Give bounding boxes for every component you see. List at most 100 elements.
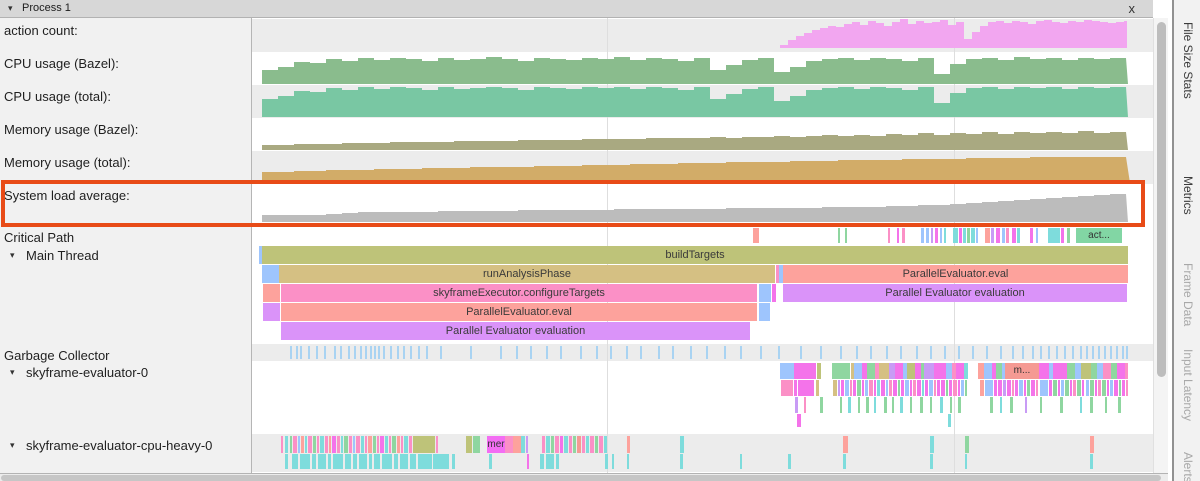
sky0-event[interactable]	[857, 380, 861, 396]
sky0-event[interactable]	[1040, 380, 1048, 396]
sky0-event[interactable]	[958, 380, 960, 396]
skyheavy-event[interactable]	[397, 436, 400, 453]
sky0-event[interactable]	[1036, 380, 1038, 396]
trace-span[interactable]	[263, 303, 280, 321]
gc-tick[interactable]	[378, 346, 380, 359]
skyheavy-event[interactable]	[489, 454, 492, 469]
sidebar-tab-input-latency[interactable]: Input Latency	[1181, 349, 1195, 422]
gc-tick[interactable]	[1022, 346, 1024, 359]
gc-tick[interactable]	[886, 346, 888, 359]
critical-path-event[interactable]	[963, 228, 966, 243]
sky0-event[interactable]	[920, 397, 923, 413]
sky0-event[interactable]	[1102, 380, 1106, 396]
skyheavy-event[interactable]	[353, 454, 357, 469]
gc-tick[interactable]	[1064, 346, 1066, 359]
sky0-event[interactable]	[781, 380, 793, 396]
sky0-event[interactable]	[1000, 397, 1002, 413]
gc-tick[interactable]	[1000, 346, 1002, 359]
sky0-event[interactable]	[893, 380, 897, 396]
sky0-event[interactable]	[1081, 363, 1091, 379]
track-label-skyframe-evaluator-0[interactable]: ▾ skyframe-evaluator-0	[0, 361, 251, 434]
skyheavy-event[interactable]	[285, 454, 288, 469]
sky0-event[interactable]	[820, 397, 823, 413]
skyheavy-event[interactable]	[413, 436, 435, 453]
sky0-event[interactable]	[892, 397, 894, 413]
sky0-event[interactable]	[1031, 380, 1035, 396]
trace-span-buildtargets[interactable]: buildTargets	[262, 246, 1128, 264]
sky0-event[interactable]	[833, 380, 837, 396]
trace-span[interactable]	[263, 284, 280, 302]
sky0-event[interactable]	[1065, 380, 1069, 396]
gc-tick[interactable]	[403, 346, 405, 359]
sky0-event[interactable]	[940, 397, 943, 413]
skyheavy-event[interactable]	[300, 454, 310, 469]
sky0-event[interactable]	[840, 397, 842, 413]
critical-path-event[interactable]	[1036, 228, 1038, 243]
gc-tick[interactable]	[370, 346, 372, 359]
gc-tick[interactable]	[724, 346, 726, 359]
skyheavy-event[interactable]	[843, 454, 846, 469]
skyheavy-event[interactable]	[400, 454, 408, 469]
sky0-event[interactable]	[946, 363, 952, 379]
skyheavy-event[interactable]	[320, 436, 324, 453]
skyheavy-event[interactable]	[337, 436, 340, 453]
critical-path-event[interactable]	[967, 228, 970, 243]
gc-tick[interactable]	[1122, 346, 1124, 359]
sky0-event[interactable]	[958, 397, 961, 413]
trace-span[interactable]	[262, 265, 279, 283]
skyheavy-event[interactable]	[332, 436, 336, 453]
counter-chart-action_count[interactable]	[252, 19, 1153, 52]
sky0-event[interactable]	[1012, 380, 1014, 396]
skyheavy-event[interactable]	[373, 436, 376, 453]
critical-path-event[interactable]	[902, 228, 905, 243]
skyheavy-event[interactable]	[281, 436, 283, 453]
sky0-event[interactable]	[1015, 380, 1018, 396]
skyheavy-event[interactable]	[582, 436, 585, 453]
skyheavy-event[interactable]	[292, 454, 298, 469]
skyheavy-event[interactable]	[627, 454, 629, 469]
skyheavy-event[interactable]	[930, 436, 934, 453]
gc-tick[interactable]	[470, 346, 472, 359]
gc-tick[interactable]	[374, 346, 376, 359]
sky0-event[interactable]	[992, 363, 996, 379]
sky0-event[interactable]	[1053, 363, 1067, 379]
skyheavy-event[interactable]	[392, 436, 396, 453]
sky0-event[interactable]	[1090, 380, 1094, 396]
sky0-event[interactable]	[869, 380, 873, 396]
skyheavy-event[interactable]	[546, 436, 550, 453]
expander-icon[interactable]: ▾	[10, 367, 15, 377]
gc-tick[interactable]	[740, 346, 742, 359]
gc-tick[interactable]	[1092, 346, 1094, 359]
sky0-event[interactable]	[950, 397, 952, 413]
gc-tick[interactable]	[870, 346, 872, 359]
sky0-event[interactable]	[838, 380, 840, 396]
sky0-event[interactable]	[930, 397, 932, 413]
expander-icon[interactable]: ▾	[10, 250, 15, 260]
critical-path-event[interactable]	[971, 228, 975, 243]
skyheavy-event[interactable]	[308, 436, 312, 453]
sky0-event[interactable]	[924, 363, 934, 379]
critical-path-event[interactable]	[985, 228, 990, 243]
gc-tick[interactable]	[348, 346, 350, 359]
sky0-event[interactable]	[903, 363, 907, 379]
critical-path-event[interactable]	[888, 228, 890, 243]
sky0-event[interactable]	[1082, 380, 1084, 396]
gc-tick[interactable]	[944, 346, 946, 359]
skyheavy-event[interactable]	[526, 436, 528, 453]
counter-chart-mem_total[interactable]	[252, 151, 1153, 184]
sky0-event[interactable]	[913, 380, 916, 396]
sky0-event[interactable]	[797, 414, 801, 427]
sky0-event[interactable]	[845, 380, 849, 396]
skyheavy-event[interactable]	[333, 454, 343, 469]
gc-tick[interactable]	[1048, 346, 1050, 359]
sky0-event[interactable]	[886, 380, 888, 396]
trace-span-skyframeexecutor-configuretargets[interactable]: skyframeExecutor.configureTargets	[281, 284, 757, 302]
close-icon[interactable]: x	[1128, 1, 1136, 16]
sky0-event[interactable]	[1025, 397, 1027, 413]
skyheavy-event[interactable]	[843, 436, 848, 453]
track-label-skyframe-evaluator-cpu-heavy-0[interactable]: ▾ skyframe-evaluator-cpu-heavy-0	[0, 434, 251, 472]
sky0-event[interactable]	[898, 380, 900, 396]
sky0-event[interactable]	[881, 380, 885, 396]
gc-tick[interactable]	[334, 346, 336, 359]
counter-chart-cpu_bazel[interactable]	[252, 52, 1153, 85]
